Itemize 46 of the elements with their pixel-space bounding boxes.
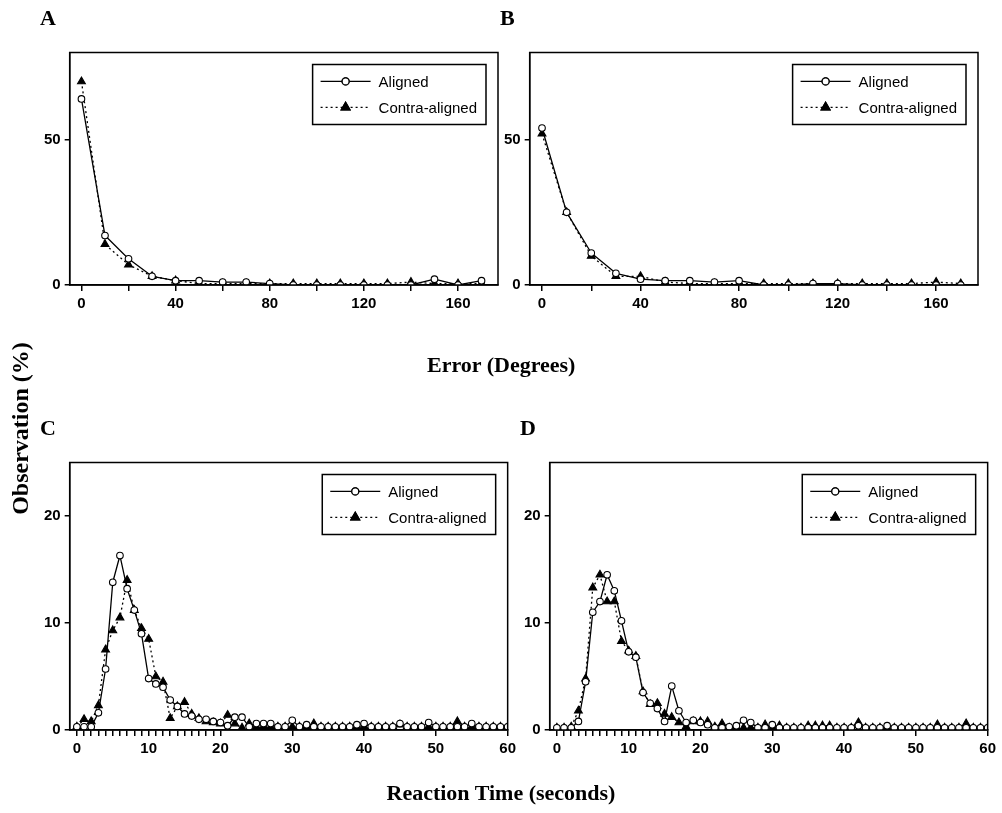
x-tick-label: 40 <box>355 739 373 757</box>
x-tick-label: 120 <box>825 294 851 312</box>
y-tick-label: 0 <box>52 720 61 738</box>
y-tick-label: 0 <box>532 720 541 738</box>
y-tick-label: 0 <box>52 275 61 293</box>
legend-label: Contra-aligned <box>868 508 967 526</box>
x-axis-title: Reaction Time (seconds) <box>386 780 616 806</box>
x-tick-label: 120 <box>351 294 377 312</box>
x-tick-label: 160 <box>445 294 471 312</box>
x-tick-label: 30 <box>283 739 301 757</box>
x-tick-label: 50 <box>907 739 925 757</box>
legend-label: Contra-aligned <box>388 508 487 526</box>
x-tick-label: 30 <box>763 739 781 757</box>
legend-label: Aligned <box>378 72 429 90</box>
chart-title: C <box>40 414 56 440</box>
chart-title: A <box>40 4 56 30</box>
x-tick-label: 40 <box>632 294 649 312</box>
y-tick-label: 10 <box>524 613 541 631</box>
x-tick-label: 0 <box>72 739 82 757</box>
legend-label: Aligned <box>858 72 909 90</box>
x-tick-label: 80 <box>261 294 279 312</box>
y-tick-label: 10 <box>44 613 61 631</box>
x-tick-label: 50 <box>427 739 445 757</box>
x-tick-label: 60 <box>979 739 996 757</box>
x-tick-label: 160 <box>923 294 949 312</box>
y-tick-label: 20 <box>524 506 541 524</box>
y-axis-title: Observation (%) <box>6 342 34 515</box>
legend-label: Aligned <box>868 482 919 500</box>
x-tick-label: 40 <box>167 294 184 312</box>
chart-title: B <box>500 4 515 30</box>
x-tick-label: 20 <box>692 739 709 757</box>
x-tick-label: 60 <box>499 739 516 757</box>
legend-label: Contra-aligned <box>378 98 478 116</box>
chart-title: D <box>520 414 536 440</box>
y-tick-label: 50 <box>44 129 61 147</box>
x-tick-label: 10 <box>140 739 158 757</box>
x-axis-title: Error (Degrees) <box>427 352 576 378</box>
x-tick-label: 0 <box>77 294 86 312</box>
x-tick-label: 20 <box>212 739 229 757</box>
y-tick-label: 20 <box>44 506 61 524</box>
x-tick-label: 10 <box>620 739 638 757</box>
x-tick-label: 80 <box>730 294 748 312</box>
legend-label: Aligned <box>388 482 439 500</box>
x-tick-label: 0 <box>552 739 562 757</box>
legend-label: Contra-aligned <box>858 98 958 116</box>
x-tick-label: 40 <box>835 739 853 757</box>
